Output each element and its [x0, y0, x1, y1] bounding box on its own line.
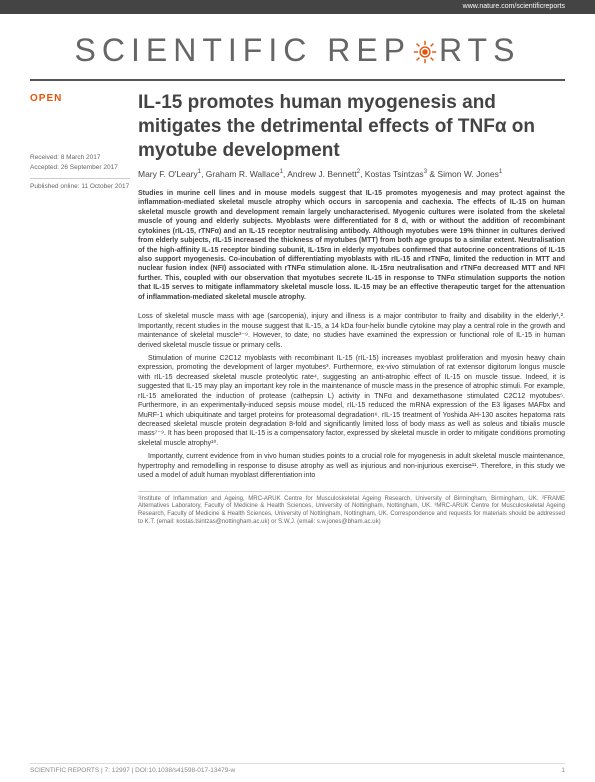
- journal-logo: SCIENTIFIC REPRTS: [0, 14, 595, 79]
- affiliation-divider: [138, 491, 565, 492]
- article-dates: Received: 8 March 2017 Accepted: 26 Sept…: [30, 154, 130, 179]
- main-content: OPEN Received: 8 March 2017 Accepted: 26…: [0, 81, 595, 527]
- page-number: 1: [561, 767, 565, 774]
- body-paragraph: Stimulation of murine C2C12 myoblasts wi…: [138, 354, 565, 448]
- footer-citation: SCIENTIFIC REPORTS | 7: 12997 | DOI:10.1…: [30, 767, 235, 774]
- received-date: Received: 8 March 2017: [30, 154, 130, 161]
- body-paragraph: Importantly, current evidence from in vi…: [138, 452, 565, 480]
- left-column: OPEN Received: 8 March 2017 Accepted: 26…: [30, 81, 130, 527]
- page-footer: SCIENTIFIC REPORTS | 7: 12997 | DOI:10.1…: [30, 763, 565, 774]
- affiliations: ¹Institute of Inflammation and Ageing, M…: [138, 496, 565, 527]
- accepted-date: Accepted: 26 September 2017: [30, 164, 130, 171]
- author-list: Mary F. O'Leary1, Graham R. Wallace1, An…: [138, 168, 565, 181]
- top-url-bar: www.nature.com/scientificreports: [0, 0, 595, 14]
- abstract: Studies in murine cell lines and in mous…: [138, 189, 565, 302]
- logo-text: SCIENTIFIC REPRTS: [75, 32, 521, 68]
- published-date: Published online: 11 October 2017: [30, 183, 130, 190]
- body-paragraph: Loss of skeletal muscle mass with age (s…: [138, 312, 565, 350]
- open-access-badge: OPEN: [30, 93, 130, 104]
- gear-icon: [411, 37, 439, 65]
- journal-url: www.nature.com/scientificreports: [463, 3, 565, 10]
- article-title: IL-15 promotes human myogenesis and miti…: [138, 91, 565, 162]
- right-column: IL-15 promotes human myogenesis and miti…: [130, 81, 565, 527]
